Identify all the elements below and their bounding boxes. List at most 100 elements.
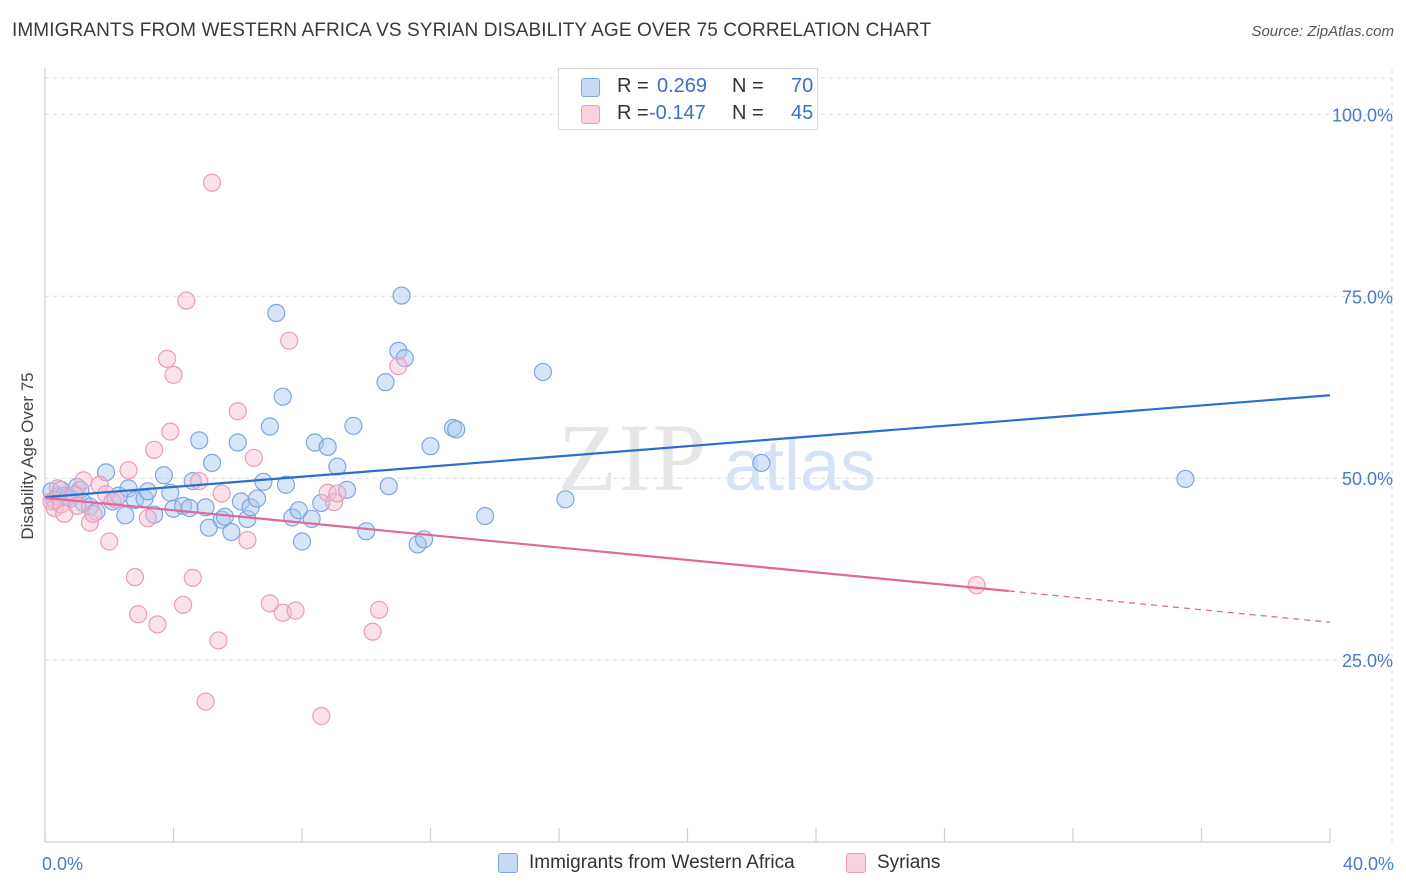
y-tick-label: 75.0% bbox=[1342, 287, 1393, 307]
point-syrian bbox=[202, 173, 222, 192]
point-western-africa bbox=[357, 522, 376, 541]
bottom-legend-label: Immigrants from Western Africa bbox=[529, 852, 795, 873]
point-western-africa bbox=[289, 501, 308, 520]
point-syrian bbox=[238, 530, 257, 550]
point-western-africa bbox=[190, 431, 209, 450]
trend-lines bbox=[44, 394, 1331, 623]
point-western-africa bbox=[328, 457, 347, 476]
point-western-africa bbox=[138, 482, 157, 501]
point-syrian bbox=[161, 422, 180, 441]
point-syrian bbox=[370, 600, 389, 619]
point-western-africa bbox=[276, 475, 296, 494]
point-syrian bbox=[967, 576, 986, 595]
point-syrian bbox=[174, 595, 193, 614]
point-western-africa bbox=[119, 479, 138, 498]
point-syrian bbox=[328, 484, 347, 503]
point-western-africa bbox=[379, 477, 398, 496]
point-syrian bbox=[196, 692, 215, 711]
point-syrian bbox=[318, 483, 337, 502]
data-points bbox=[42, 173, 1195, 726]
legend-n-value: 70 bbox=[791, 75, 814, 97]
point-syrian bbox=[212, 484, 231, 503]
trend-line-syrians bbox=[1008, 590, 1331, 623]
point-western-africa bbox=[447, 420, 466, 439]
point-western-africa bbox=[222, 522, 241, 542]
point-syrian bbox=[244, 448, 263, 467]
point-syrian bbox=[228, 402, 247, 421]
point-western-africa bbox=[421, 437, 440, 456]
gridlines bbox=[45, 70, 1393, 842]
y-tick-label: 100.0% bbox=[1332, 105, 1393, 125]
point-syrian bbox=[157, 349, 177, 368]
point-western-africa bbox=[392, 286, 411, 305]
axes bbox=[44, 68, 1331, 843]
point-western-africa bbox=[154, 466, 173, 485]
point-western-africa bbox=[292, 532, 312, 551]
legend-r-value: -0.147 bbox=[649, 102, 706, 124]
point-syrian bbox=[286, 601, 305, 620]
y-tick-label: 50.0% bbox=[1342, 469, 1393, 489]
point-syrian bbox=[74, 471, 93, 490]
legend-r-label: R = bbox=[617, 102, 649, 124]
legend-r-label: R = bbox=[617, 75, 649, 97]
point-syrian bbox=[190, 472, 209, 491]
point-western-africa bbox=[476, 506, 495, 526]
x-tick-label: 40.0% bbox=[1343, 854, 1394, 874]
point-syrian bbox=[177, 291, 196, 310]
point-syrian bbox=[389, 357, 408, 376]
point-syrian bbox=[363, 622, 382, 641]
point-western-africa bbox=[228, 433, 247, 452]
legend-n-label: N = bbox=[732, 102, 764, 124]
correlation-legend: R = 0.269 N = 70 R = -0.147 N = 45 bbox=[558, 68, 818, 130]
legend-n-value: 45 bbox=[791, 102, 814, 124]
legend-r-value: 0.269 bbox=[657, 75, 708, 97]
point-syrian bbox=[100, 532, 119, 551]
point-western-africa bbox=[1176, 469, 1195, 489]
point-syrian bbox=[280, 331, 299, 350]
point-western-africa bbox=[344, 416, 363, 435]
point-western-africa bbox=[533, 362, 553, 382]
point-western-africa bbox=[199, 518, 218, 537]
legend-swatch-blue bbox=[581, 78, 600, 97]
point-western-africa bbox=[273, 387, 292, 406]
point-western-africa bbox=[337, 480, 357, 499]
chart-source: Source: ZipAtlas.com bbox=[1251, 23, 1394, 40]
trend-line-syrians bbox=[44, 496, 1009, 593]
point-western-africa bbox=[125, 490, 145, 510]
point-syrian bbox=[55, 504, 74, 523]
point-western-africa bbox=[254, 472, 273, 491]
point-syrian bbox=[84, 504, 103, 523]
point-western-africa bbox=[180, 498, 199, 518]
chart-title: IMMIGRANTS FROM WESTERN AFRICA VS SYRIAN… bbox=[12, 20, 932, 41]
point-western-africa bbox=[556, 490, 575, 509]
point-syrian bbox=[145, 440, 164, 459]
bottom-legend-swatch-pink bbox=[846, 853, 866, 873]
bottom-legend-swatch-blue bbox=[498, 853, 518, 873]
watermark-zip: ZIP bbox=[558, 404, 708, 511]
watermark: ZIP atlas bbox=[558, 404, 876, 511]
trend-line-western-africa bbox=[44, 394, 1331, 499]
y-tick-label: 25.0% bbox=[1342, 651, 1393, 671]
point-syrian bbox=[129, 605, 148, 624]
point-syrian bbox=[183, 568, 202, 587]
axis-labels: 25.0% 50.0% 75.0% 100.0% 0.0% 40.0% Disability… bbox=[18, 105, 1394, 874]
point-western-africa bbox=[318, 437, 337, 457]
point-western-africa bbox=[389, 341, 408, 360]
point-syrian bbox=[209, 631, 228, 650]
point-western-africa bbox=[260, 417, 279, 436]
x-tick-label: 0.0% bbox=[42, 854, 83, 874]
point-syrian bbox=[48, 479, 67, 498]
point-western-africa bbox=[116, 506, 135, 525]
point-western-africa bbox=[376, 373, 395, 392]
bottom-legend-label: Syrians bbox=[877, 852, 941, 873]
point-western-africa bbox=[202, 453, 222, 473]
point-western-africa bbox=[247, 489, 267, 508]
point-syrian bbox=[312, 707, 331, 726]
point-syrian bbox=[138, 509, 157, 528]
point-western-africa bbox=[196, 498, 215, 517]
point-syrian bbox=[125, 568, 145, 587]
watermark-atlas: atlas bbox=[724, 426, 876, 506]
point-western-africa bbox=[752, 453, 771, 473]
